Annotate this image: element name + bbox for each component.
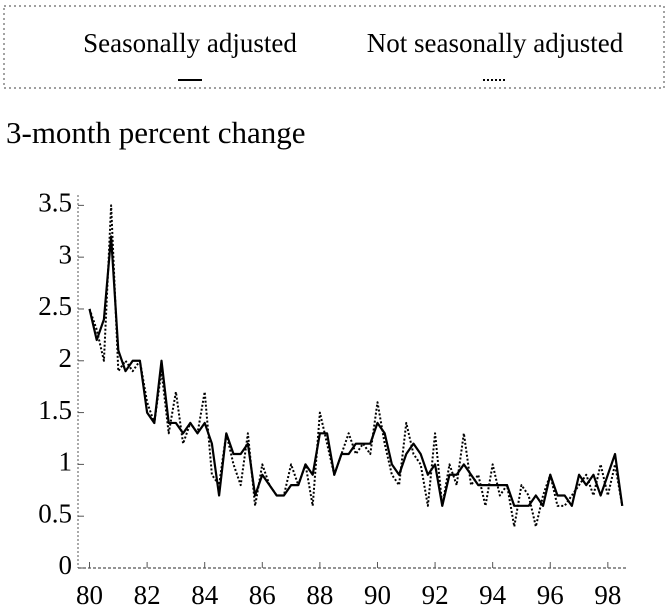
x-tick-label: 98 (594, 580, 621, 610)
x-tick-label: 80 (76, 580, 103, 610)
series-line (88, 235, 624, 507)
x-tick-label: 92 (422, 580, 449, 610)
y-tick-label: 3 (59, 239, 73, 269)
legend-box (3, 5, 665, 89)
y-tick-label: 0 (59, 550, 73, 580)
legend-label: Not seasonally adjusted (367, 28, 624, 58)
chart-subtitle: 3-month percent change (6, 115, 306, 150)
x-tick-label: 90 (364, 580, 391, 610)
x-tick-label: 88 (306, 580, 333, 610)
y-tick-label: 2 (59, 343, 73, 373)
x-tick-label: 86 (249, 580, 276, 610)
x-tick-label: 82 (134, 580, 161, 610)
y-tick-label: 0.5 (38, 498, 72, 528)
x-tick-label: 96 (537, 580, 564, 610)
x-tick-label: 84 (191, 580, 219, 610)
y-tick-label: 2.5 (38, 291, 72, 321)
y-tick-label: 3.5 (38, 188, 72, 218)
x-tick-label: 94 (479, 580, 507, 610)
y-tick-label: 1.5 (38, 395, 72, 425)
series-line (88, 204, 624, 528)
y-tick-label: 1 (59, 447, 73, 477)
legend-label: Seasonally adjusted (83, 28, 297, 58)
